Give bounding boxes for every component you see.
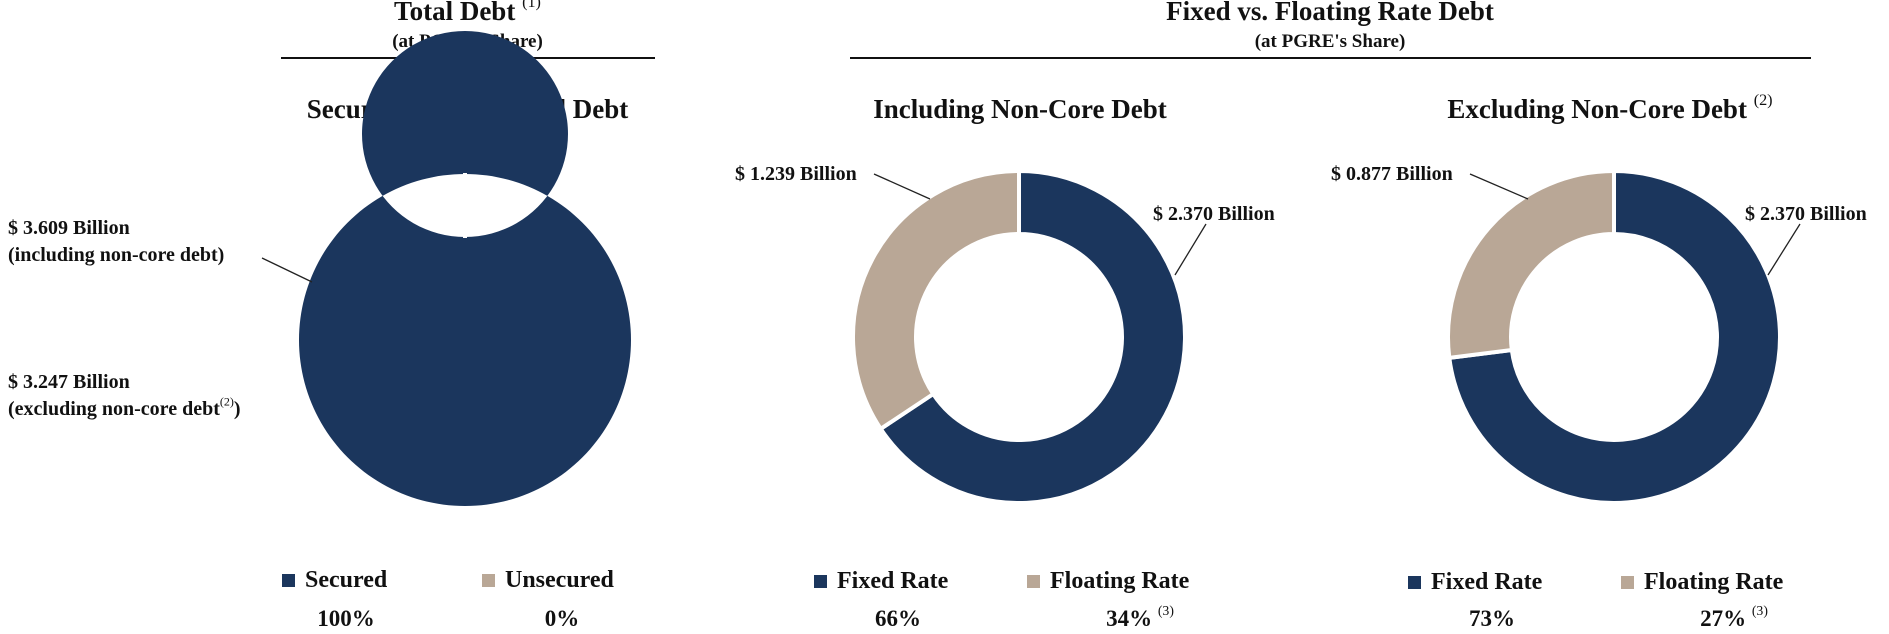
legend-swatch-secondary (482, 574, 495, 587)
chart1-pct-secured-value: 100% (317, 606, 375, 631)
total-excl-value: $ 3.247 Billion (8, 371, 130, 393)
chart1-legend-unsecured: Unsecured (482, 567, 614, 594)
chart2-slice-fixed-rate (878, 169, 1187, 505)
chart1-pct-secured: 100% (296, 606, 396, 632)
total-excl-label: $ 3.247 Billion (excluding non-core debt… (8, 369, 241, 423)
chart1-legend-secured-label: Secured (305, 567, 388, 593)
chart2-legend-fixed-label: Fixed Rate (837, 568, 949, 594)
chart2-floating-label: $ 1.239 Billion (735, 163, 857, 185)
chart2-slice-floating-rate (851, 169, 1021, 431)
chart2-title: Including Non-Core Debt (820, 94, 1220, 125)
total-excl-close: ) (233, 398, 241, 420)
chart3-fixed-label: $ 2.370 Billion (1745, 203, 1867, 225)
chart3-legend-fixed: Fixed Rate (1408, 569, 1542, 596)
chart2-fixed-leader-line (1174, 223, 1207, 276)
legend-swatch-secondary (1027, 575, 1040, 588)
chart1-slice-secured (298, 30, 631, 507)
chart3-floating-label: $ 0.877 Billion (1331, 163, 1453, 185)
chart3-slice-floating-rate (1445, 169, 1616, 360)
total-debt-title: Total Debt (1) (280, 0, 655, 27)
chart2-legend-fixed: Fixed Rate (814, 568, 948, 595)
legend-swatch-primary (282, 574, 295, 587)
chart3-fixed-leader-line (1767, 223, 1801, 276)
chart3-legend-floating: Floating Rate (1621, 569, 1783, 596)
chart2-floating-leader-line (873, 173, 931, 200)
chart3-title-footnote: (2) (1753, 91, 1773, 110)
chart3-legend-floating-label: Floating Rate (1644, 569, 1784, 595)
chart1-legend-unsecured-label: Unsecured (505, 567, 614, 593)
chart2-legend-floating: Floating Rate (1027, 568, 1189, 595)
total-incl-value: $ 3.609 Billion (8, 217, 130, 239)
chart2-fixed-label: $ 2.370 Billion (1153, 203, 1275, 225)
chart1-pct-unsecured-value: 0% (544, 606, 580, 631)
chart3-slice-fixed-rate (1447, 169, 1782, 505)
total-debt-title-text: Total Debt (394, 0, 516, 26)
total-debt-title-footnote: (1) (522, 0, 541, 12)
chart3-pct-fixed: 73% (1442, 606, 1542, 632)
chart1-pct-unsecured: 0% (512, 606, 612, 632)
fixed-floating-title: Fixed vs. Floating Rate Debt (1166, 0, 1494, 26)
chart2-pct-fixed-value: 66% (875, 606, 921, 631)
chart3-pct-fixed-value: 73% (1469, 606, 1515, 631)
chart3-legend-fixed-label: Fixed Rate (1431, 569, 1543, 595)
chart2-title-text: Including Non-Core Debt (873, 94, 1167, 124)
chart3-title-text: Excluding Non-Core Debt (1447, 94, 1747, 124)
total-excl-note: (excluding non-core debt (8, 398, 220, 420)
legend-swatch-primary (1408, 576, 1421, 589)
chart3-pct-floating-value: 27% (1700, 606, 1747, 631)
chart2-pct-fixed: 66% (848, 606, 948, 632)
chart3-pct-floating-footnote: (3) (1751, 602, 1768, 618)
fixed-floating-subtitle: (at PGRE's Share) (1254, 31, 1406, 52)
total-incl-note: (including non-core debt) (8, 244, 225, 266)
fixed-floating-rule (850, 57, 1811, 59)
chart2-pct-floating-value: 34% (1106, 606, 1153, 631)
total-incl-label: $ 3.609 Billion (including non-core debt… (8, 215, 224, 269)
legend-swatch-secondary (1621, 576, 1634, 589)
chart3-title: Excluding Non-Core Debt (2) (1400, 91, 1820, 125)
chart2-pct-floating: 34% (3) (1080, 602, 1200, 632)
chart1-legend-secured: Secured (282, 567, 387, 594)
chart3-pct-floating: 27% (3) (1674, 602, 1794, 632)
chart2-pct-floating-footnote: (3) (1157, 602, 1174, 618)
total-incl-leader-line (261, 257, 313, 283)
legend-swatch-primary (814, 575, 827, 588)
chart3-floating-leader-line (1469, 173, 1529, 200)
chart2-legend-floating-label: Floating Rate (1050, 568, 1190, 594)
total-excl-footnote: (2) (219, 394, 234, 409)
